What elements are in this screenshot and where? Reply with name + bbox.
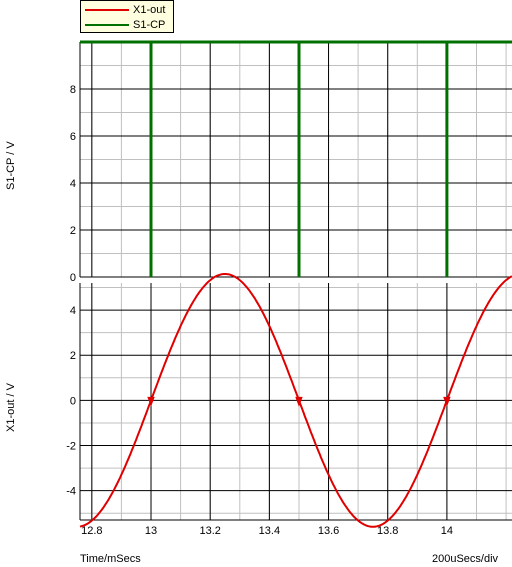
series-x1-out-marker — [147, 396, 155, 407]
legend-swatch-x1-out — [85, 9, 129, 11]
y-tick-label-top: 4 — [70, 178, 76, 190]
y-tick-label-top: 6 — [70, 131, 76, 143]
x-axis-label: Time/mSecs — [80, 553, 141, 565]
x-tick-label: 13.6 — [318, 525, 339, 537]
x-tick-label: 13.4 — [259, 525, 280, 537]
legend-item-x1-out: X1-out — [85, 3, 173, 17]
x-tick-label: 13.2 — [199, 525, 220, 537]
legend-swatch-s1-cp — [85, 24, 129, 26]
series-s1-cp-line — [80, 40, 512, 277]
y-tick-label-bottom: -2 — [66, 441, 76, 453]
series-x1-out-marker — [443, 396, 451, 407]
y-tick-label-bottom: 0 — [70, 395, 76, 407]
y-axis-label-top: S1-CP / V — [5, 141, 17, 190]
y-tick-label-top: 2 — [70, 225, 76, 237]
y-tick-label-top: 0 — [70, 272, 76, 284]
x-tick-label: 13 — [145, 525, 157, 537]
legend-label-s1-cp: S1-CP — [133, 19, 166, 31]
x-tick-label: 14 — [441, 525, 453, 537]
x-tick-label: 13.8 — [377, 525, 398, 537]
x-axis-scale: 200uSecs/div — [432, 553, 499, 565]
x-tick-label: 12.8 — [81, 525, 102, 537]
legend-label-x1-out: X1-out — [133, 4, 166, 16]
y-tick-label-bottom: -4 — [66, 486, 76, 498]
y-tick-label-bottom: 2 — [70, 350, 76, 362]
y-tick-label-bottom: 4 — [70, 305, 76, 317]
legend-item-s1-cp: S1-CP — [85, 18, 173, 32]
y-axis-label-bottom: X1-out / V — [5, 383, 17, 432]
y-tick-label-top: 8 — [70, 84, 76, 96]
legend: X1-out S1-CP — [80, 0, 174, 33]
series-x1-out-marker — [295, 396, 303, 407]
